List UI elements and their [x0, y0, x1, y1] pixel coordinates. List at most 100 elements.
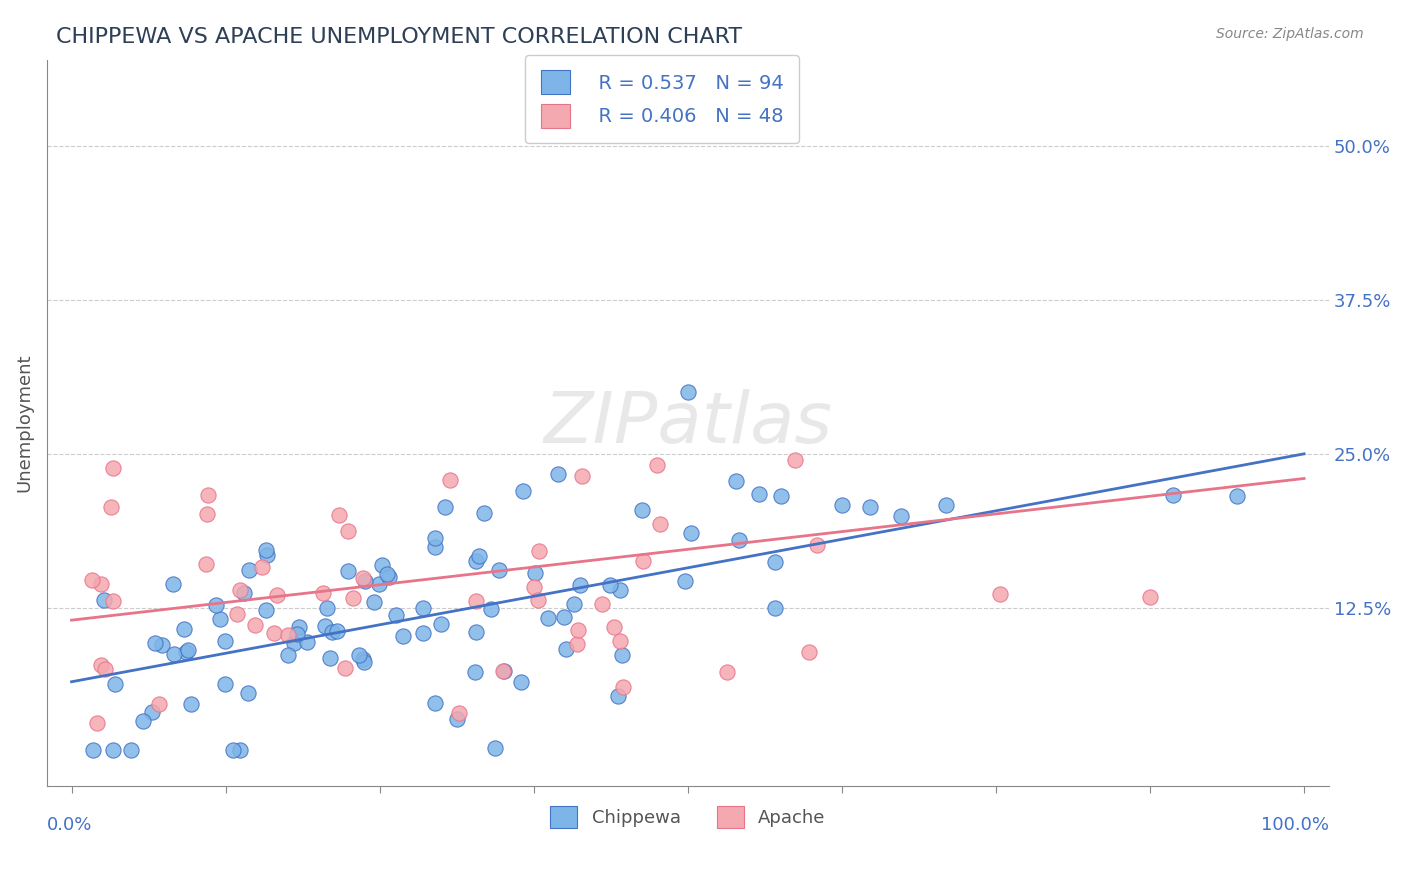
- Point: [214, 677, 236, 691]
- Point: [467, 549, 489, 563]
- Point: [319, 651, 342, 665]
- Point: [342, 591, 364, 605]
- Point: [295, 634, 318, 648]
- Point: [314, 618, 336, 632]
- Point: [328, 508, 350, 523]
- Point: [238, 563, 260, 577]
- Point: [446, 712, 468, 726]
- Point: [353, 574, 375, 588]
- Point: [163, 647, 186, 661]
- Point: [650, 516, 672, 531]
- Point: [1226, 489, 1249, 503]
- Point: [609, 634, 631, 648]
- Point: [859, 500, 882, 515]
- Point: [353, 655, 375, 669]
- Point: [104, 677, 127, 691]
- Point: [571, 469, 593, 483]
- Point: [603, 620, 626, 634]
- Point: [464, 625, 486, 640]
- Text: CHIPPEWA VS APACHE UNEMPLOYMENT CORRELATION CHART: CHIPPEWA VS APACHE UNEMPLOYMENT CORRELAT…: [56, 27, 742, 46]
- Point: [353, 652, 375, 666]
- Point: [716, 665, 738, 679]
- Point: [90, 658, 112, 673]
- Point: [564, 597, 586, 611]
- Point: [90, 576, 112, 591]
- Point: [100, 500, 122, 514]
- Point: [82, 742, 104, 756]
- Point: [174, 645, 197, 659]
- Text: 100.0%: 100.0%: [1261, 815, 1329, 833]
- Point: [484, 740, 506, 755]
- Point: [177, 642, 200, 657]
- Point: [479, 602, 502, 616]
- Point: [988, 587, 1011, 601]
- Point: [367, 577, 389, 591]
- Point: [288, 620, 311, 634]
- Point: [464, 594, 486, 608]
- Point: [141, 705, 163, 719]
- Point: [423, 541, 446, 555]
- Point: [763, 601, 786, 615]
- Point: [180, 698, 202, 712]
- Point: [143, 636, 166, 650]
- Point: [890, 509, 912, 524]
- Point: [553, 609, 575, 624]
- Point: [609, 582, 631, 597]
- Y-axis label: Unemployment: Unemployment: [15, 354, 32, 492]
- Point: [347, 648, 370, 663]
- Point: [630, 503, 652, 517]
- Point: [312, 586, 335, 600]
- Point: [512, 483, 534, 498]
- Point: [277, 648, 299, 662]
- Point: [831, 498, 853, 512]
- Point: [488, 563, 510, 577]
- Text: 0.0%: 0.0%: [46, 815, 93, 833]
- Point: [208, 611, 231, 625]
- Point: [229, 583, 252, 598]
- Point: [101, 594, 124, 608]
- Point: [336, 524, 359, 539]
- Point: [335, 661, 357, 675]
- Point: [423, 696, 446, 710]
- Point: [509, 675, 531, 690]
- Point: [425, 532, 447, 546]
- Point: [472, 506, 495, 520]
- Point: [173, 622, 195, 636]
- Point: [93, 593, 115, 607]
- Point: [132, 714, 155, 728]
- Point: [524, 566, 547, 580]
- Point: [607, 689, 630, 703]
- Point: [254, 542, 277, 557]
- Point: [285, 627, 308, 641]
- Point: [439, 473, 461, 487]
- Point: [378, 569, 401, 583]
- Point: [392, 629, 415, 643]
- Point: [283, 636, 305, 650]
- Text: ZIPatlas: ZIPatlas: [543, 389, 832, 458]
- Point: [232, 586, 254, 600]
- Point: [673, 574, 696, 588]
- Point: [243, 618, 266, 632]
- Legend: Chippewa, Apache: Chippewa, Apache: [543, 799, 832, 836]
- Point: [783, 453, 806, 467]
- Point: [565, 637, 588, 651]
- Point: [148, 698, 170, 712]
- Point: [681, 525, 703, 540]
- Point: [769, 489, 792, 503]
- Point: [226, 607, 249, 621]
- Point: [645, 458, 668, 472]
- Point: [120, 742, 142, 756]
- Point: [236, 686, 259, 700]
- Point: [763, 555, 786, 569]
- Point: [676, 385, 699, 400]
- Point: [1161, 487, 1184, 501]
- Point: [728, 533, 751, 548]
- Text: Source: ZipAtlas.com: Source: ZipAtlas.com: [1216, 27, 1364, 41]
- Point: [591, 597, 613, 611]
- Point: [101, 461, 124, 475]
- Point: [527, 543, 550, 558]
- Point: [523, 580, 546, 594]
- Point: [631, 554, 654, 568]
- Point: [599, 578, 621, 592]
- Point: [82, 574, 104, 588]
